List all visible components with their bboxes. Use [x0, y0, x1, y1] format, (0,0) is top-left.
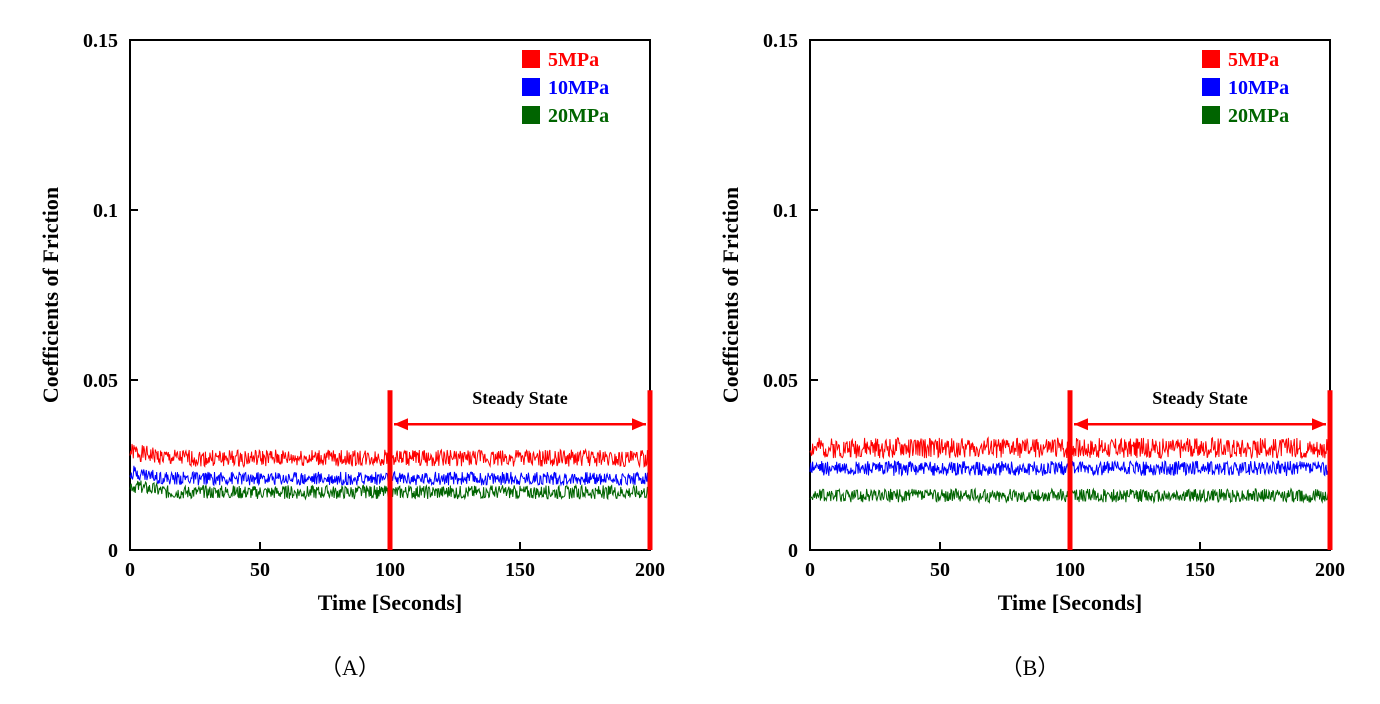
svg-text:Time [Seconds]: Time [Seconds] — [318, 590, 462, 615]
svg-text:5MPa: 5MPa — [1228, 49, 1279, 71]
panel-a-label: （A） — [320, 650, 380, 682]
svg-text:Steady State: Steady State — [472, 388, 568, 408]
panel-b: 0 50 100 150 200 0 0.05 0.1 0.15 Time [Seconds] Co… — [710, 20, 1350, 682]
svg-text:Time [Seconds]: Time [Seconds] — [998, 590, 1142, 615]
svg-text:10MPa: 10MPa — [1228, 77, 1289, 99]
svg-text:0: 0 — [788, 540, 798, 562]
svg-text:Coefficients of Friction: Coefficients of Friction — [38, 187, 63, 403]
chart-svg-a: 0 50 100 150 200 0 0.05 0.1 0.15 Time [Seconds] Co… — [30, 20, 670, 620]
svg-text:0.05: 0.05 — [83, 370, 118, 392]
svg-text:0.1: 0.1 — [93, 200, 118, 222]
panel-b-label: （B） — [1001, 650, 1060, 682]
chart-svg-b: 0 50 100 150 200 0 0.05 0.1 0.15 Time [Seconds] Co… — [710, 20, 1350, 620]
svg-text:10MPa: 10MPa — [548, 77, 609, 99]
svg-text:0.1: 0.1 — [773, 200, 798, 222]
svg-text:0: 0 — [805, 559, 815, 581]
chart-b: 0 50 100 150 200 0 0.05 0.1 0.15 Time [Seconds] Co… — [710, 20, 1350, 625]
svg-text:100: 100 — [1055, 559, 1085, 581]
panel-a: 0 50 100 150 200 0 0.05 0.1 0.15 Time [Seconds] Co… — [30, 20, 670, 682]
svg-text:Coefficients of Friction: Coefficients of Friction — [718, 187, 743, 403]
svg-text:200: 200 — [1315, 559, 1345, 581]
svg-text:20MPa: 20MPa — [1228, 105, 1289, 127]
svg-text:100: 100 — [375, 559, 405, 581]
svg-text:0.05: 0.05 — [763, 370, 798, 392]
svg-text:0: 0 — [108, 540, 118, 562]
svg-text:0: 0 — [125, 559, 135, 581]
svg-text:150: 150 — [505, 559, 535, 581]
figure-container: 0 50 100 150 200 0 0.05 0.1 0.15 Time [Seconds] Co… — [30, 20, 1350, 682]
svg-text:200: 200 — [635, 559, 665, 581]
svg-text:5MPa: 5MPa — [548, 49, 599, 71]
svg-text:150: 150 — [1185, 559, 1215, 581]
svg-text:Steady State: Steady State — [1152, 388, 1248, 408]
svg-text:20MPa: 20MPa — [548, 105, 609, 127]
svg-text:50: 50 — [250, 559, 270, 581]
svg-text:0.15: 0.15 — [83, 30, 118, 52]
svg-text:0.15: 0.15 — [763, 30, 798, 52]
svg-text:50: 50 — [930, 559, 950, 581]
chart-a: 0 50 100 150 200 0 0.05 0.1 0.15 Time [Seconds] Co… — [30, 20, 670, 625]
